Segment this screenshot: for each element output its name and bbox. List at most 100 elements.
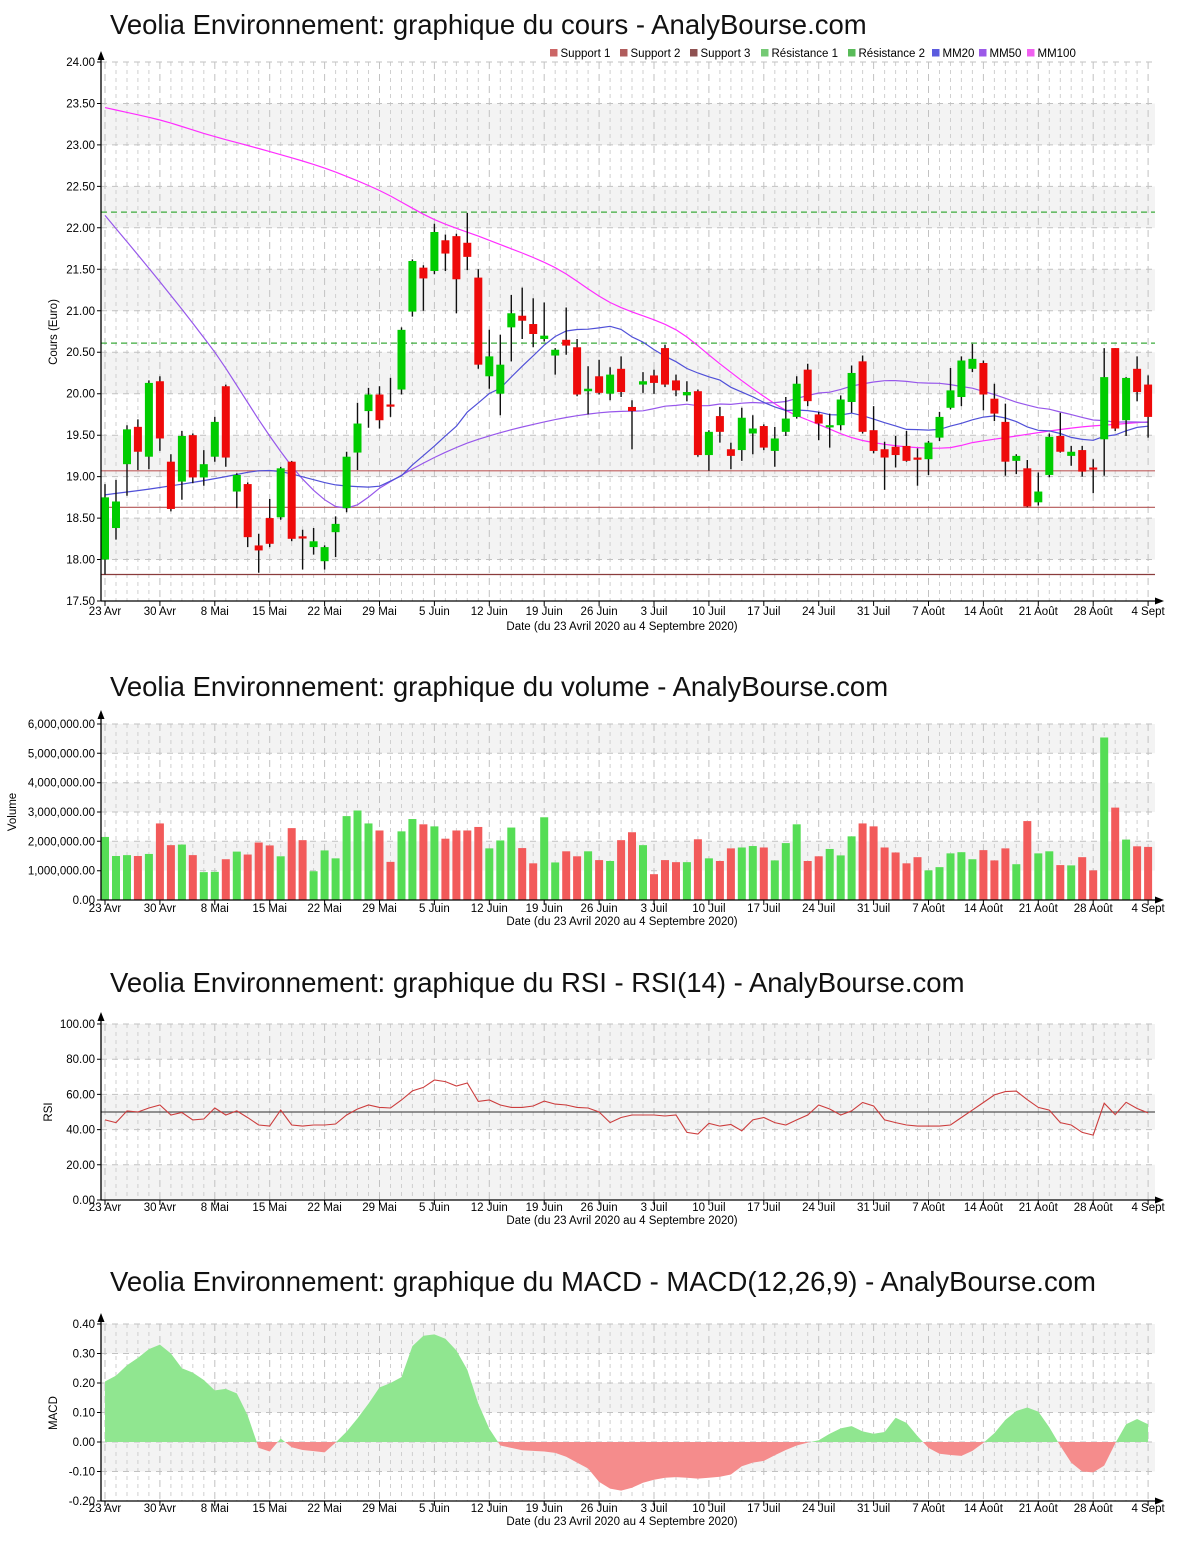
svg-text:20.50: 20.50 (66, 347, 95, 359)
svg-text:22 Mai: 22 Mai (307, 1202, 342, 1214)
svg-text:19 Juin: 19 Juin (526, 903, 563, 915)
svg-text:18.50: 18.50 (66, 513, 95, 525)
svg-text:22.50: 22.50 (66, 181, 95, 193)
svg-text:18.00: 18.00 (66, 555, 95, 567)
svg-text:MM20: MM20 (943, 48, 975, 60)
svg-text:3,000,000.00: 3,000,000.00 (28, 807, 95, 819)
svg-text:100.00: 100.00 (60, 1019, 95, 1031)
svg-text:14 Août: 14 Août (964, 606, 1004, 618)
svg-text:23 Avr: 23 Avr (89, 606, 122, 618)
svg-text:Date (du 23 Avril 2020 au 4 Se: Date (du 23 Avril 2020 au 4 Septembre 20… (506, 1215, 737, 1227)
svg-text:8 Mai: 8 Mai (201, 606, 229, 618)
svg-text:22 Mai: 22 Mai (307, 606, 342, 618)
svg-text:21 Août: 21 Août (1019, 606, 1059, 618)
svg-text:Cours (Euro): Cours (Euro) (48, 299, 60, 365)
svg-text:0.00: 0.00 (73, 1437, 95, 1449)
svg-text:4 Sept: 4 Sept (1131, 1503, 1165, 1515)
svg-text:Support 2: Support 2 (631, 48, 681, 60)
svg-text:29 Mai: 29 Mai (362, 903, 397, 915)
svg-text:19.00: 19.00 (66, 472, 95, 484)
svg-text:8 Mai: 8 Mai (201, 1503, 229, 1515)
svg-text:-0.10: -0.10 (69, 1467, 95, 1479)
svg-text:22 Mai: 22 Mai (307, 1503, 342, 1515)
svg-text:3 Juil: 3 Juil (641, 1503, 668, 1515)
svg-text:17 Juil: 17 Juil (747, 606, 780, 618)
svg-text:Résistance 1: Résistance 1 (772, 48, 838, 60)
svg-text:24 Juil: 24 Juil (802, 1202, 835, 1214)
svg-text:7 Août: 7 Août (912, 1202, 945, 1214)
svg-text:19 Juin: 19 Juin (526, 1503, 563, 1515)
svg-text:Volume: Volume (7, 793, 19, 831)
svg-text:15 Mai: 15 Mai (252, 1202, 287, 1214)
svg-text:23 Avr: 23 Avr (89, 1202, 122, 1214)
svg-text:12 Juin: 12 Juin (471, 1202, 508, 1214)
svg-text:26 Juin: 26 Juin (581, 903, 618, 915)
svg-text:0.10: 0.10 (73, 1408, 95, 1420)
svg-text:29 Mai: 29 Mai (362, 606, 397, 618)
svg-text:31 Juil: 31 Juil (857, 903, 890, 915)
svg-text:15 Mai: 15 Mai (252, 1503, 287, 1515)
svg-text:30 Avr: 30 Avr (144, 606, 177, 618)
svg-text:0.30: 0.30 (73, 1349, 95, 1361)
svg-text:14 Août: 14 Août (964, 903, 1004, 915)
svg-text:10 Juil: 10 Juil (692, 1503, 725, 1515)
svg-text:0.00: 0.00 (73, 1195, 95, 1207)
svg-text:15 Mai: 15 Mai (252, 903, 287, 915)
svg-text:MM100: MM100 (1038, 48, 1076, 60)
svg-text:4 Sept: 4 Sept (1131, 1202, 1165, 1214)
svg-text:29 Mai: 29 Mai (362, 1202, 397, 1214)
svg-text:20.00: 20.00 (66, 389, 95, 401)
svg-text:5 Juin: 5 Juin (419, 903, 450, 915)
svg-text:23 Avr: 23 Avr (89, 903, 122, 915)
svg-text:Date (du 23 Avril 2020 au 4 Se: Date (du 23 Avril 2020 au 4 Septembre 20… (506, 621, 737, 633)
svg-text:28 Août: 28 Août (1074, 903, 1114, 915)
svg-text:30 Avr: 30 Avr (144, 1503, 177, 1515)
svg-text:19 Juin: 19 Juin (526, 606, 563, 618)
svg-text:10 Juil: 10 Juil (692, 606, 725, 618)
svg-text:MM50: MM50 (990, 48, 1022, 60)
svg-text:31 Juil: 31 Juil (857, 1202, 890, 1214)
svg-text:26 Juin: 26 Juin (581, 1503, 618, 1515)
svg-text:4 Sept: 4 Sept (1131, 606, 1165, 618)
svg-text:26 Juin: 26 Juin (581, 1202, 618, 1214)
svg-text:Support 1: Support 1 (561, 48, 611, 60)
svg-text:21 Août: 21 Août (1019, 1503, 1059, 1515)
svg-text:26 Juin: 26 Juin (581, 606, 618, 618)
svg-text:80.00: 80.00 (66, 1054, 95, 1066)
svg-text:4,000,000.00: 4,000,000.00 (28, 778, 95, 790)
svg-text:0.40: 0.40 (73, 1319, 95, 1331)
svg-text:5,000,000.00: 5,000,000.00 (28, 748, 95, 760)
svg-text:21.50: 21.50 (66, 264, 95, 276)
svg-text:20.00: 20.00 (66, 1160, 95, 1172)
svg-text:60.00: 60.00 (66, 1089, 95, 1101)
svg-text:14 Août: 14 Août (964, 1202, 1004, 1214)
svg-text:23.50: 23.50 (66, 99, 95, 111)
svg-text:Veolia Environnement: graphiqu: Veolia Environnement: graphique du cours… (110, 9, 867, 40)
svg-text:Support 3: Support 3 (701, 48, 751, 60)
svg-text:7 Août: 7 Août (912, 1503, 945, 1515)
svg-text:5 Juin: 5 Juin (419, 1503, 450, 1515)
svg-text:Veolia Environnement: graphiqu: Veolia Environnement: graphique du MACD … (110, 1266, 1096, 1297)
svg-text:3 Juil: 3 Juil (641, 606, 668, 618)
svg-text:0.00: 0.00 (73, 895, 95, 907)
svg-text:21 Août: 21 Août (1019, 903, 1059, 915)
svg-text:0.20: 0.20 (73, 1378, 95, 1390)
svg-text:10 Juil: 10 Juil (692, 903, 725, 915)
svg-text:3 Juil: 3 Juil (641, 903, 668, 915)
svg-text:28 Août: 28 Août (1074, 606, 1114, 618)
svg-text:30 Avr: 30 Avr (144, 903, 177, 915)
svg-text:Veolia Environnement: graphiqu: Veolia Environnement: graphique du RSI -… (110, 967, 964, 998)
svg-text:23 Avr: 23 Avr (89, 1503, 122, 1515)
svg-text:24 Juil: 24 Juil (802, 903, 835, 915)
svg-text:21.00: 21.00 (66, 306, 95, 318)
svg-text:5 Juin: 5 Juin (419, 1202, 450, 1214)
svg-text:4 Sept: 4 Sept (1131, 903, 1165, 915)
svg-text:2,000,000.00: 2,000,000.00 (28, 836, 95, 848)
svg-text:7 Août: 7 Août (912, 903, 945, 915)
svg-text:RSI: RSI (43, 1102, 55, 1121)
svg-text:12 Juin: 12 Juin (471, 903, 508, 915)
svg-text:17 Juil: 17 Juil (747, 1503, 780, 1515)
svg-text:24.00: 24.00 (66, 57, 95, 69)
svg-text:17.50: 17.50 (66, 596, 95, 608)
svg-text:15 Mai: 15 Mai (252, 606, 287, 618)
